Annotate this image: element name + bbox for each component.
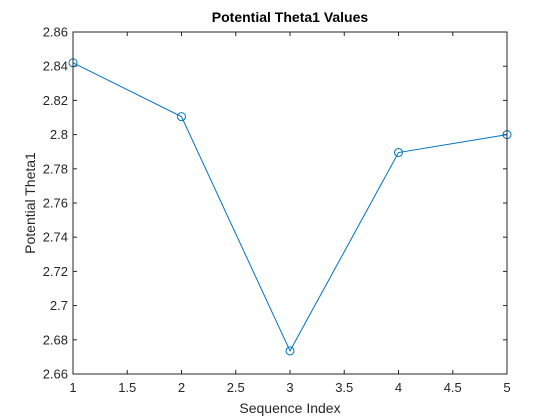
y-tick-label: 2.86 <box>43 25 68 40</box>
plot-area <box>73 32 507 374</box>
y-tick-label: 2.7 <box>50 298 68 313</box>
x-tick-label: 1.5 <box>118 380 136 395</box>
axes-box <box>72 31 508 375</box>
x-tick-label: 3 <box>286 380 293 395</box>
data-point <box>177 112 186 122</box>
y-tick-label: 2.74 <box>43 230 68 245</box>
y-tick-label: 2.68 <box>43 332 68 347</box>
ticks: 1 1.5 2 2.5 3 3.5 4 4.5 5 2.66 2.68 2.7 2.72 2.74 2.76… <box>43 25 511 396</box>
y-tick-label: 2.82 <box>43 93 68 108</box>
series-line <box>72 62 508 353</box>
data-point <box>285 346 295 356</box>
y-axis-title: Potential Theta1 <box>22 152 38 254</box>
x-tick-label: 5 <box>503 380 510 395</box>
x-tick-label: 2 <box>178 380 185 395</box>
y-tick-label: 2.72 <box>43 264 68 279</box>
chart-title: Potential Theta1 Values <box>212 9 369 25</box>
y-tick-label: 2.76 <box>43 196 68 211</box>
data-point <box>394 148 403 158</box>
x-tick-label: 4.5 <box>444 380 462 395</box>
x-tick-label: 1 <box>69 380 76 395</box>
y-tick-label: 2.84 <box>43 59 68 74</box>
series <box>68 58 512 356</box>
y-tick-label: 2.78 <box>43 161 68 176</box>
x-axis-title: Sequence Index <box>239 400 340 416</box>
y-tick-label: 2.66 <box>43 367 68 382</box>
x-tick-label: 2.5 <box>227 380 245 395</box>
x-tick-label: 3.5 <box>335 380 353 395</box>
y-tick-label: 2.8 <box>50 127 68 142</box>
x-tick-label: 4 <box>395 380 402 395</box>
